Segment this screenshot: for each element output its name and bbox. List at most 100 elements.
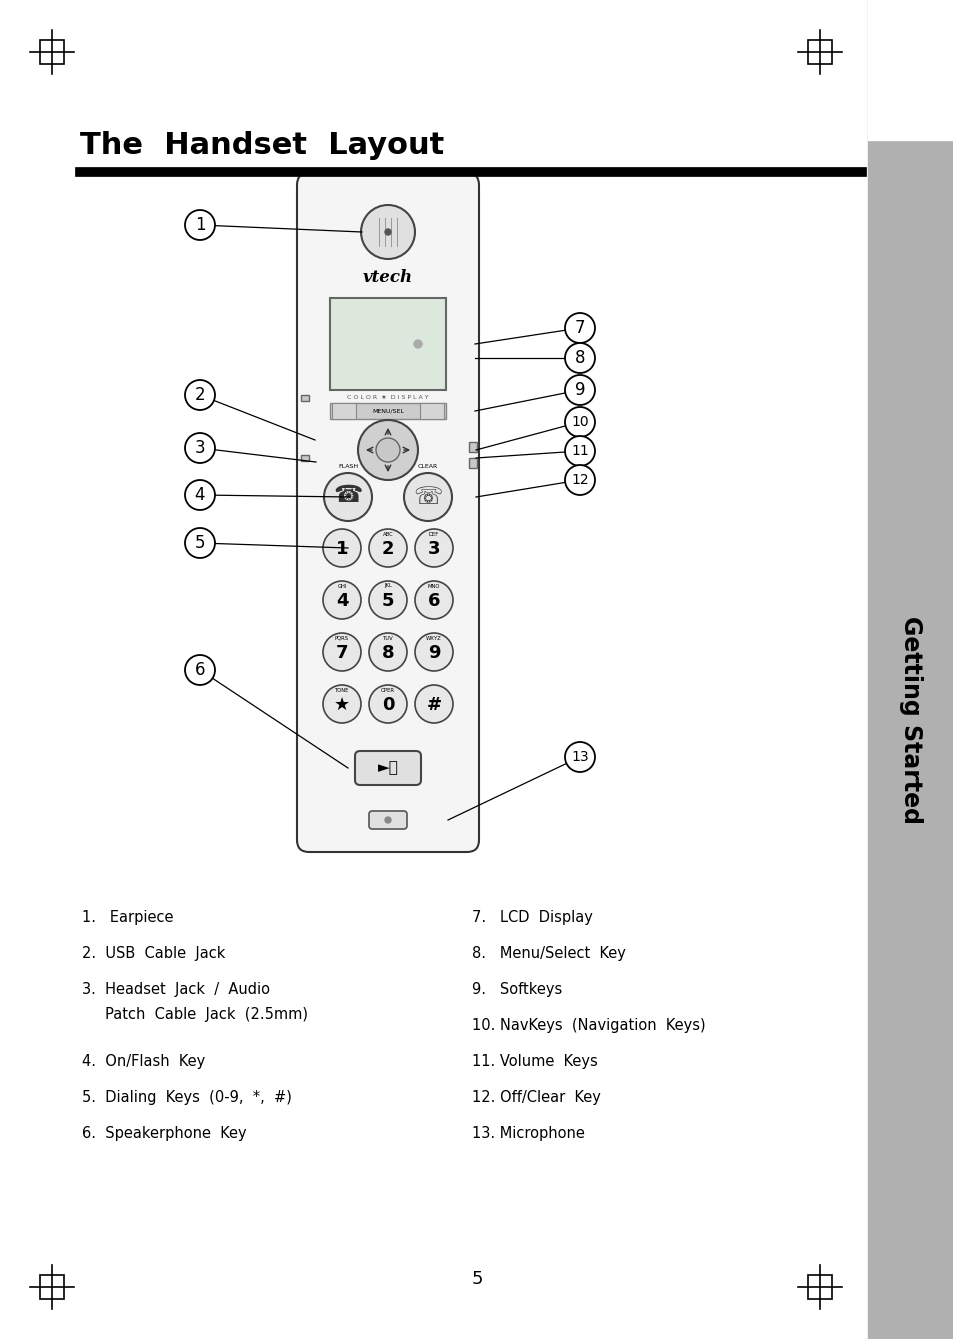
Circle shape [360, 205, 415, 258]
Circle shape [323, 686, 360, 723]
Bar [330, 299, 446, 390]
Text: Getting Started: Getting Started [898, 616, 923, 823]
Text: 3.  Headset  Jack  /  Audio: 3. Headset Jack / Audio [82, 981, 270, 998]
Text: 7.   LCD  Display: 7. LCD Display [472, 911, 592, 925]
Text: ★: ★ [334, 696, 350, 714]
Text: JKL: JKL [384, 584, 392, 589]
Text: Patch  Cable  Jack  (2.5mm): Patch Cable Jack (2.5mm) [82, 1007, 308, 1022]
Text: 3: 3 [427, 540, 439, 558]
Text: OPER: OPER [380, 687, 395, 692]
Circle shape [369, 686, 407, 723]
Circle shape [369, 633, 407, 671]
Text: 11: 11 [571, 445, 588, 458]
Circle shape [564, 375, 595, 404]
Text: PQRS: PQRS [335, 636, 349, 640]
Circle shape [185, 479, 214, 510]
Text: 5: 5 [194, 534, 205, 552]
Text: 5: 5 [471, 1269, 482, 1288]
Text: The  Handset  Layout: The Handset Layout [80, 130, 444, 159]
Bar [332, 403, 355, 419]
Circle shape [369, 581, 407, 619]
Circle shape [185, 210, 214, 240]
Bar [301, 455, 309, 461]
Bar [301, 395, 309, 400]
Text: DEF: DEF [429, 532, 438, 537]
Text: 10: 10 [571, 415, 588, 428]
Text: 7: 7 [335, 644, 348, 661]
Text: 12. Off/Clear  Key: 12. Off/Clear Key [472, 1090, 600, 1105]
Circle shape [415, 686, 453, 723]
Text: 9.   Softkeys: 9. Softkeys [472, 981, 561, 998]
Text: WXYZ: WXYZ [426, 636, 441, 640]
Text: ☏: ☏ [413, 485, 442, 509]
Circle shape [323, 633, 360, 671]
Text: GHI: GHI [337, 584, 346, 589]
Bar [807, 40, 831, 64]
Text: CLEAR: CLEAR [417, 465, 437, 469]
Text: 6.  Speakerphone  Key: 6. Speakerphone Key [82, 1126, 247, 1141]
Circle shape [564, 742, 595, 773]
Text: 4: 4 [194, 486, 205, 503]
Bar [40, 1275, 64, 1299]
Circle shape [369, 529, 407, 566]
Circle shape [323, 529, 360, 566]
Bar [40, 40, 64, 64]
Text: 5: 5 [381, 592, 394, 611]
Bar [419, 403, 443, 419]
Text: TUV: TUV [382, 636, 393, 640]
Circle shape [415, 633, 453, 671]
Circle shape [564, 313, 595, 343]
Bar [469, 458, 476, 469]
Bar [807, 1275, 831, 1299]
FancyBboxPatch shape [355, 751, 420, 785]
Text: 8: 8 [574, 349, 584, 367]
Text: 1.   Earpiece: 1. Earpiece [82, 911, 173, 925]
Text: 12: 12 [571, 473, 588, 487]
Text: 9: 9 [427, 644, 439, 661]
Text: TONE: TONE [335, 687, 349, 692]
Bar [330, 403, 446, 419]
Text: 2.  USB  Cable  Jack: 2. USB Cable Jack [82, 945, 225, 961]
Circle shape [415, 581, 453, 619]
Text: 10. NavKeys  (Navigation  Keys): 10. NavKeys (Navigation Keys) [472, 1018, 705, 1032]
Text: 2: 2 [194, 386, 205, 404]
Circle shape [323, 581, 360, 619]
Text: 9: 9 [574, 382, 584, 399]
Text: 5.  Dialing  Keys  (0-9,  *,  #): 5. Dialing Keys (0-9, *, #) [82, 1090, 292, 1105]
Text: 2: 2 [381, 540, 394, 558]
Text: 1: 1 [335, 540, 348, 558]
Text: 13: 13 [571, 750, 588, 765]
Text: ABC: ABC [382, 532, 393, 537]
Text: 3: 3 [194, 439, 205, 457]
Circle shape [185, 432, 214, 463]
Text: MENU/SEL: MENU/SEL [372, 408, 403, 414]
Text: vtech: vtech [362, 269, 413, 287]
Text: 7: 7 [574, 319, 584, 337]
Circle shape [564, 343, 595, 374]
Text: ►⧉: ►⧉ [377, 761, 398, 775]
Circle shape [185, 380, 214, 410]
Circle shape [385, 817, 391, 823]
FancyBboxPatch shape [296, 173, 478, 852]
Circle shape [403, 473, 452, 521]
Text: FLASH: FLASH [337, 465, 357, 469]
Bar [469, 442, 476, 453]
Text: 11. Volume  Keys: 11. Volume Keys [472, 1054, 598, 1069]
Circle shape [385, 229, 391, 236]
Text: 8: 8 [381, 644, 394, 661]
Circle shape [185, 655, 214, 686]
Text: #: # [426, 696, 441, 714]
Text: C O L O R  ★  D I S P L A Y: C O L O R ★ D I S P L A Y [347, 395, 428, 399]
Text: 6: 6 [427, 592, 439, 611]
Circle shape [185, 528, 214, 558]
Circle shape [564, 465, 595, 495]
Circle shape [324, 473, 372, 521]
Text: 4.  On/Flash  Key: 4. On/Flash Key [82, 1054, 205, 1069]
Circle shape [415, 529, 453, 566]
Circle shape [375, 438, 399, 462]
FancyBboxPatch shape [369, 811, 407, 829]
Circle shape [357, 420, 417, 479]
Text: 0: 0 [381, 696, 394, 714]
Circle shape [414, 340, 421, 348]
Circle shape [564, 407, 595, 437]
